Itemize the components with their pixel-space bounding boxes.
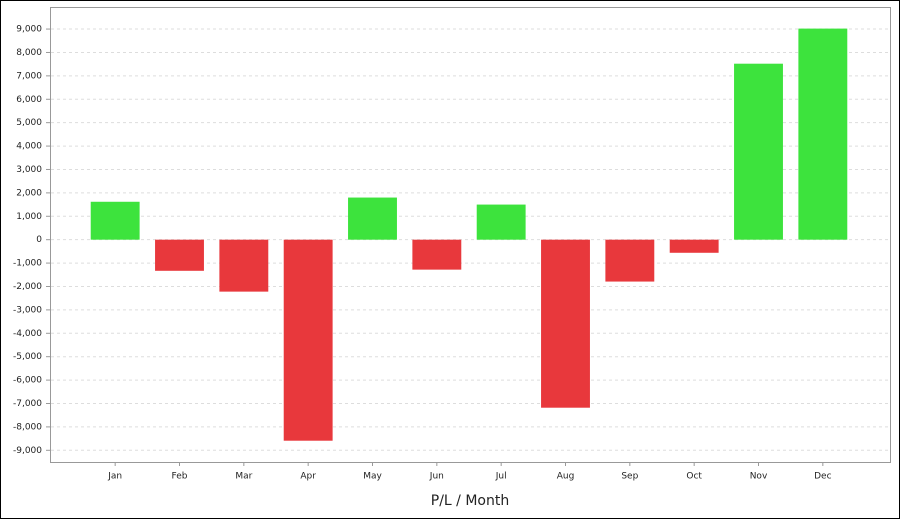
y-tick-label: 2,000 [16,188,42,198]
x-tick-label: Jan [107,472,122,482]
bar [412,239,462,270]
y-tick-label: 1,000 [16,212,42,222]
x-tick-label: Mar [235,472,252,482]
y-tick-label: -7,000 [13,399,42,409]
y-tick-label: -5,000 [13,352,42,362]
x-tick-label: Sep [621,472,638,482]
x-tick-label: Feb [172,472,188,482]
y-tick-label: 5,000 [16,118,42,128]
bar [669,239,719,253]
bar [476,204,526,240]
x-tick-label: May [363,472,382,482]
y-tick-label: 3,000 [16,165,42,175]
y-tick-label: -9,000 [13,446,42,456]
x-tick-label: Nov [750,472,768,482]
bar [90,201,140,240]
y-tick-label: -4,000 [13,329,42,339]
y-tick-label: -2,000 [13,282,42,292]
bar [348,197,397,240]
y-tick-label: -3,000 [13,305,42,315]
bar [798,28,848,240]
bar [541,239,590,408]
x-tick-label: Aug [557,472,575,482]
y-tick-label: -6,000 [13,376,42,386]
x-tick-label: Jun [429,472,444,482]
x-tick-label: Jul [495,472,507,482]
x-tick-label: Oct [686,472,702,482]
y-tick-label: 7,000 [16,71,42,81]
bar [155,239,204,271]
y-tick-label: 0 [36,235,42,245]
bar [734,63,783,240]
y-tick-label: 8,000 [16,48,42,58]
y-tick-label: 9,000 [16,25,42,35]
x-tick-label: Dec [814,472,831,482]
bar [283,239,333,441]
bar [219,239,269,292]
x-tick-label: Apr [300,472,316,482]
bar [605,239,655,282]
y-tick-label: 4,000 [16,142,42,152]
y-tick-label: -8,000 [13,422,42,432]
y-tick-label: 6,000 [16,95,42,105]
y-tick-label: -1,000 [13,259,42,269]
x-axis-title: P/L / Month [431,493,509,509]
